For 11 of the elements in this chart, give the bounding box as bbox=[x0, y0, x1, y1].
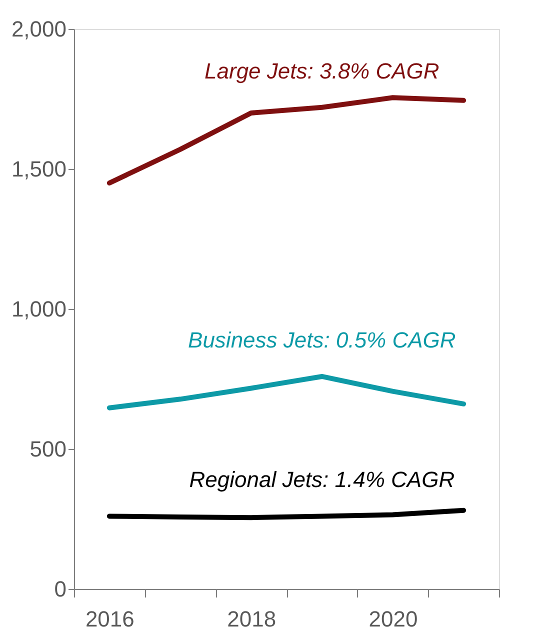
series-label: Large Jets: 3.8% CAGR bbox=[204, 58, 440, 84]
y-tick-label: 0 bbox=[54, 576, 66, 602]
y-tick-label: 1,000 bbox=[11, 296, 66, 322]
y-tick-label: 500 bbox=[30, 436, 66, 462]
x-tick-label: 2020 bbox=[368, 606, 418, 632]
y-tick-label: 1,500 bbox=[11, 156, 66, 182]
series-label: Regional Jets: 1.4% CAGR bbox=[189, 467, 455, 492]
y-tick-label: 2,000 bbox=[11, 16, 66, 42]
series-label: Business Jets: 0.5% CAGR bbox=[188, 327, 456, 352]
x-tick-label: 2016 bbox=[85, 606, 134, 632]
x-tick-label: 2018 bbox=[227, 606, 276, 632]
